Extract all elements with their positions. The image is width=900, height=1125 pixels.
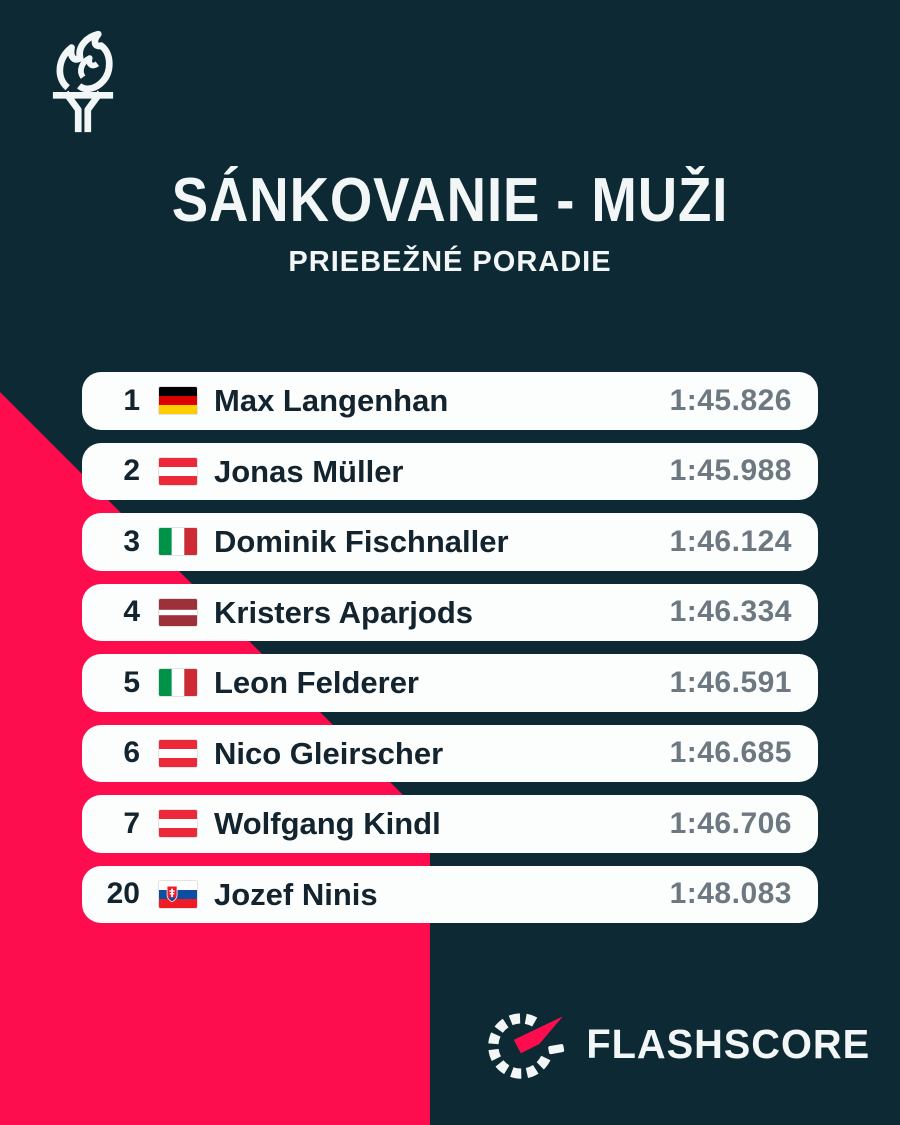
rank-label: 2: [123, 454, 140, 488]
rank-label: 4: [123, 595, 140, 629]
athlete-name: Wolfgang Kindl: [214, 806, 441, 842]
standings-list: 1 Max Langenhan 1:45.826 2 Jonas Müller …: [82, 372, 818, 923]
table-row: 6 Nico Gleirscher 1:46.685: [82, 724, 818, 782]
table-row: 5 Leon Felderer 1:46.591: [82, 654, 818, 712]
page-subtitle: PRIEBEŽNÉ PORADIE: [288, 246, 612, 278]
time-value: 1:46.591: [669, 665, 792, 699]
athlete-name: Kristers Aparjods: [214, 594, 473, 630]
table-row: 20 Jozef Ninis 1:48.083: [82, 865, 818, 923]
page-title: SÁNKOVANIE - MUŽI: [171, 166, 729, 235]
table-row: 7 Wolfgang Kindl 1:46.706: [82, 795, 818, 853]
flag-austria-icon: [158, 738, 198, 768]
rank-label: 1: [123, 383, 140, 417]
table-row: 4 Kristers Aparjods 1:46.334: [82, 583, 818, 641]
time-value: 1:46.706: [669, 806, 792, 840]
table-row: 1 Max Langenhan 1:45.826: [82, 372, 818, 430]
flag-italy-icon: [158, 527, 198, 557]
time-value: 1:46.334: [669, 595, 792, 629]
time-value: 1:48.083: [669, 877, 792, 911]
flag-latvia-icon: [158, 597, 198, 627]
rank-label: 20: [106, 877, 140, 911]
athlete-name: Max Langenhan: [214, 383, 449, 419]
athlete-name: Leon Felderer: [214, 665, 419, 701]
time-value: 1:46.685: [669, 736, 792, 770]
athlete-name: Nico Gleirscher: [214, 735, 444, 771]
rank-label: 6: [123, 736, 140, 770]
torch-icon: [52, 30, 114, 133]
athlete-name: Dominik Fischnaller: [214, 524, 509, 560]
time-value: 1:45.988: [669, 454, 792, 488]
brand-wordmark: FLASHSCORE: [586, 1020, 871, 1067]
flag-italy-icon: [158, 668, 198, 698]
flag-slovakia-icon: [158, 879, 198, 909]
rank-label: 5: [123, 665, 140, 699]
athlete-name: Jonas Müller: [214, 453, 404, 489]
rank-label: 3: [123, 524, 140, 558]
table-row: 2 Jonas Müller 1:45.988: [82, 442, 818, 500]
flashscore-gauge-icon: [488, 1013, 565, 1079]
time-value: 1:46.124: [669, 524, 792, 558]
table-row: 3 Dominik Fischnaller 1:46.124: [82, 513, 818, 571]
flag-germany-icon: [158, 386, 198, 416]
time-value: 1:45.826: [669, 383, 792, 417]
flashscore-logo: FLASHSCORE: [480, 999, 874, 1089]
flag-austria-icon: [158, 456, 198, 486]
flag-austria-icon: [158, 809, 198, 839]
athlete-name: Jozef Ninis: [214, 876, 378, 912]
rank-label: 7: [123, 806, 140, 840]
